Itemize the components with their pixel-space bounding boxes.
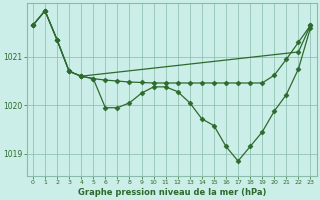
X-axis label: Graphe pression niveau de la mer (hPa): Graphe pression niveau de la mer (hPa)	[77, 188, 266, 197]
